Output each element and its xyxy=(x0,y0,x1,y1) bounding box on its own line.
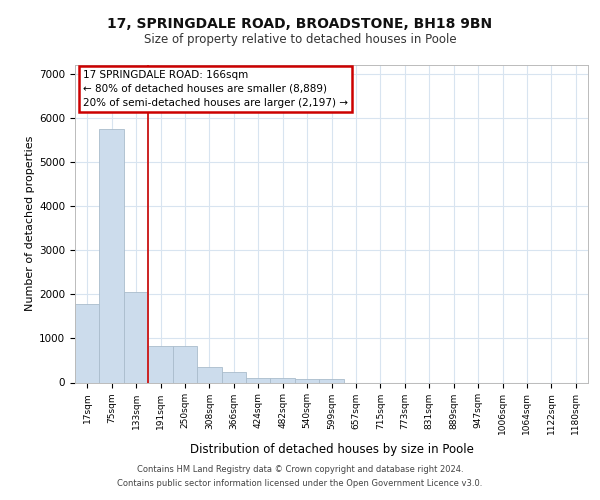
Bar xyxy=(319,379,344,382)
Text: 17 SPRINGDALE ROAD: 166sqm
← 80% of detached houses are smaller (8,889)
20% of s: 17 SPRINGDALE ROAD: 166sqm ← 80% of deta… xyxy=(83,70,347,108)
Y-axis label: Number of detached properties: Number of detached properties xyxy=(25,136,35,312)
Bar xyxy=(148,346,173,383)
Bar xyxy=(75,304,100,382)
Bar xyxy=(100,129,124,382)
Bar xyxy=(221,372,246,382)
Text: 17, SPRINGDALE ROAD, BROADSTONE, BH18 9BN: 17, SPRINGDALE ROAD, BROADSTONE, BH18 9B… xyxy=(107,18,493,32)
Bar xyxy=(173,346,197,383)
Bar xyxy=(246,378,271,382)
Bar xyxy=(295,379,319,382)
X-axis label: Distribution of detached houses by size in Poole: Distribution of detached houses by size … xyxy=(190,442,473,456)
Bar xyxy=(124,292,148,382)
Bar xyxy=(271,378,295,382)
Text: Contains HM Land Registry data © Crown copyright and database right 2024.
Contai: Contains HM Land Registry data © Crown c… xyxy=(118,466,482,487)
Bar xyxy=(197,366,221,382)
Text: Size of property relative to detached houses in Poole: Size of property relative to detached ho… xyxy=(143,32,457,46)
